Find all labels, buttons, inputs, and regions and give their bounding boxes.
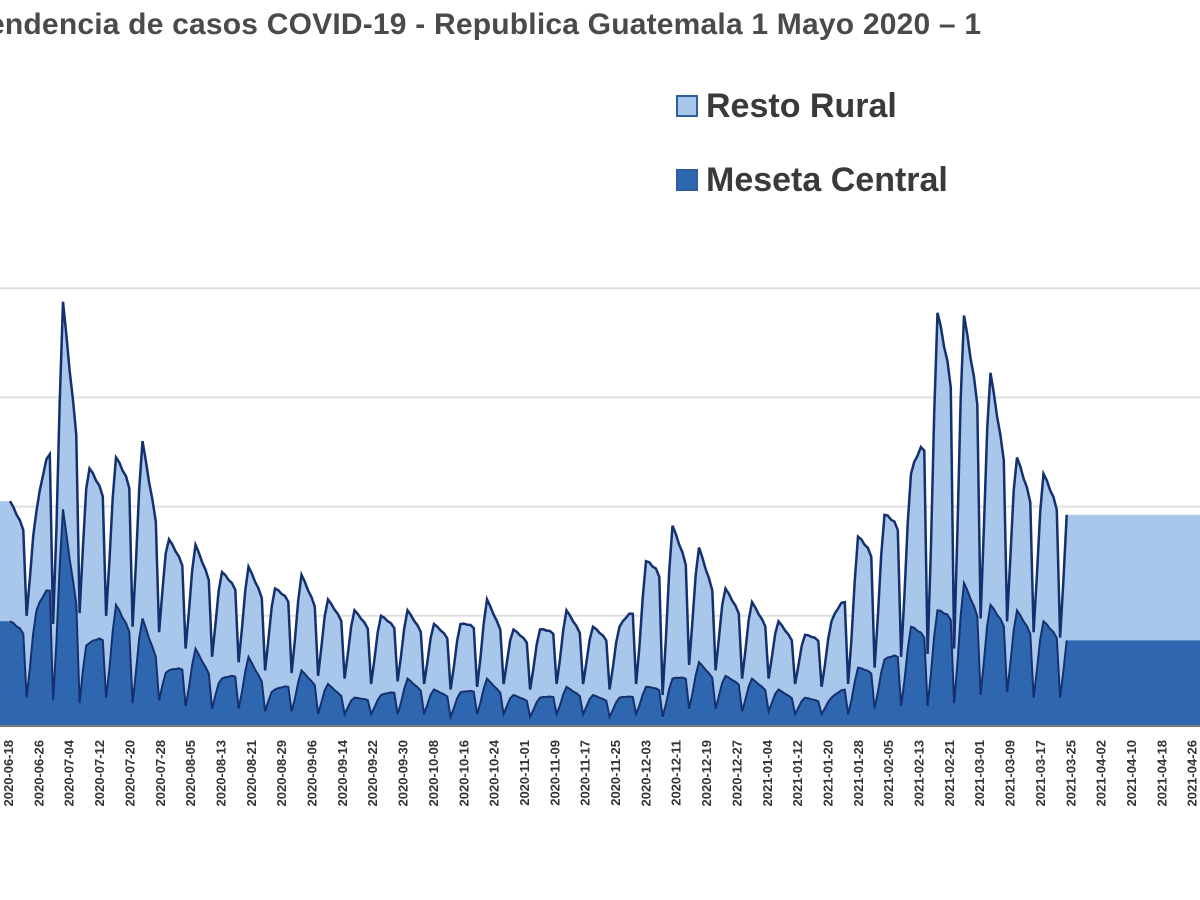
x-tick-label: 2020-09-14 (335, 739, 350, 806)
x-tick-label: 2020-07-04 (62, 739, 77, 806)
legend-label-meseta-central: Meseta Central (706, 160, 948, 199)
meseta-central-area (0, 509, 1200, 725)
x-tick-label: 2020-11-09 (547, 740, 562, 806)
x-tick-label: 2020-10-24 (487, 739, 502, 806)
x-tick-label: 2020-06-26 (31, 740, 46, 807)
x-tick-label: 2021-03-25 (1063, 740, 1078, 807)
x-tick-label: 2020-07-12 (92, 740, 107, 807)
x-tick-label: 2020-08-29 (274, 740, 289, 807)
legend-item-meseta-central: Meseta Central (676, 160, 948, 200)
x-tick-label: 2020-10-08 (426, 740, 441, 807)
x-tick-label: 2020-12-19 (699, 740, 714, 807)
x-tick-label: 2020-08-21 (244, 740, 259, 807)
meseta-central-line (9, 509, 1068, 721)
x-tick-label: 2020-09-22 (365, 740, 380, 807)
x-tick-label: 2021-01-12 (790, 740, 805, 807)
resto-rural-line (8, 301, 1068, 696)
x-axis-tick-labels: 2020-06-18 2020-06-26 2020-07-04 2020-07-12… (1, 739, 1200, 806)
legend-item-resto-rural: Resto Rural (676, 86, 948, 126)
x-tick-label: 2020-09-06 (305, 740, 320, 807)
legend-swatch-meseta-central (676, 169, 698, 191)
chart-legend: Resto Rural Meseta Central (672, 84, 954, 206)
x-tick-label: 2020-11-25 (608, 740, 623, 806)
x-tick-label: 2020-09-30 (396, 740, 411, 807)
legend-label-resto-rural: Resto Rural (706, 86, 897, 125)
x-tick-label: 2020-07-20 (122, 740, 137, 807)
x-tick-label: 2021-02-05 (881, 740, 896, 807)
x-tick-label: 2021-03-01 (972, 740, 987, 807)
x-tick-label: 2021-01-04 (760, 739, 775, 806)
x-tick-label: 2021-02-13 (912, 740, 927, 807)
x-tick-label: 2021-04-02 (1094, 740, 1109, 807)
x-tick-label: 2020-12-11 (669, 740, 684, 806)
x-tick-label: 2021-01-20 (821, 740, 836, 807)
x-tick-label: 2021-03-17 (1033, 740, 1048, 807)
x-tick-label: 2020-08-05 (183, 740, 198, 807)
x-tick-label: 2020-12-03 (638, 740, 653, 807)
chart-title: endencia de casos COVID-19 - Republica G… (0, 8, 982, 41)
x-tick-label: 2021-04-18 (1154, 740, 1169, 807)
x-tick-label: 2021-04-26 (1185, 740, 1200, 807)
x-tick-label: 2021-02-21 (942, 740, 957, 807)
x-tick-label: 2021-04-10 (1124, 740, 1139, 807)
x-tick-label: 2020-11-17 (578, 740, 593, 806)
x-tick-label: 2021-01-28 (851, 740, 866, 807)
x-tick-label: 2020-10-16 (456, 740, 471, 807)
legend-swatch-resto-rural (676, 95, 698, 117)
x-tick-label: 2020-12-27 (729, 740, 744, 807)
x-tick-label: 2020-06-18 (1, 740, 16, 807)
x-tick-label: 2020-11-01 (517, 740, 532, 806)
x-tick-label: 2020-07-28 (153, 740, 168, 807)
x-tick-label: 2020-08-13 (214, 740, 229, 807)
x-tick-label: 2021-03-09 (1003, 740, 1018, 807)
